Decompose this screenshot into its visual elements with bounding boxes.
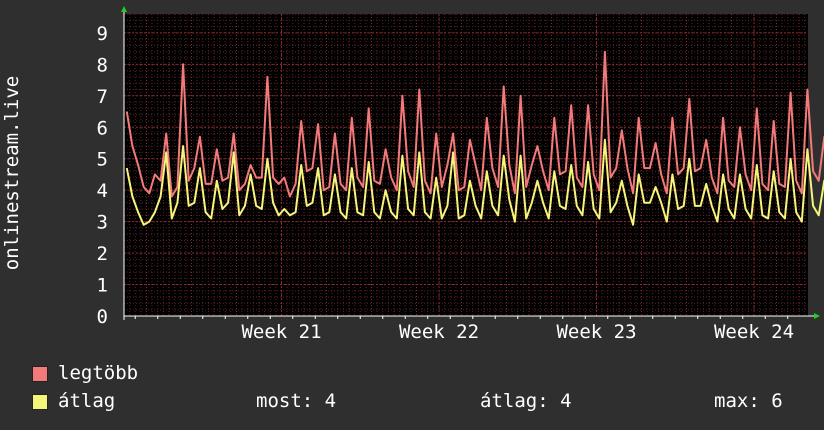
x-tick-label: Week 22 [399,321,479,343]
y-tick-label: 6 [97,117,108,139]
stat-max-value: 6 [771,390,783,412]
x-tick-label: Week 21 [241,321,321,343]
y-tick-label: 9 [97,23,108,45]
x-tick-label: Week 24 [714,321,794,343]
stat-now-value: 4 [324,390,337,412]
y-tick-label: 8 [97,54,108,76]
y-tick-label: 2 [97,243,108,265]
series-line-avg [125,138,824,226]
legend-swatch-max [32,366,48,382]
y-tick-label: 7 [97,86,108,108]
legend-label-max: legtöbb [58,362,139,384]
legend-label-avg: átlag [58,390,116,412]
y-tick-label: 4 [97,180,108,202]
legend-swatch-avg [32,394,48,410]
series-line-max [125,50,824,198]
stat-now-label: most: [256,390,314,412]
y-tick-label: 1 [97,275,108,297]
legend: legtöbb átlag most: 4 átlag: 4 max: 6 [32,362,812,418]
stat-max-label: max: [714,390,760,412]
stat-avg: átlag: 4 [480,390,572,412]
stat-avg-value: 4 [560,390,572,412]
y-axis-arrow [121,6,127,12]
legend-row-avg: átlag most: 4 átlag: 4 max: 6 [32,390,812,418]
stat-now: most: 4 [256,390,336,412]
legend-row-max: legtöbb [32,362,812,390]
y-tick-label: 5 [97,149,108,171]
stat-max: max: 6 [714,390,783,412]
y-tick-label: 0 [97,306,108,328]
stat-avg-label: átlag: [480,390,549,412]
x-axis-arrow [814,313,820,319]
y-axis-label: onlinestream.live [1,76,23,270]
y-tick-label: 3 [97,212,108,234]
x-tick-label: Week 23 [556,321,636,343]
